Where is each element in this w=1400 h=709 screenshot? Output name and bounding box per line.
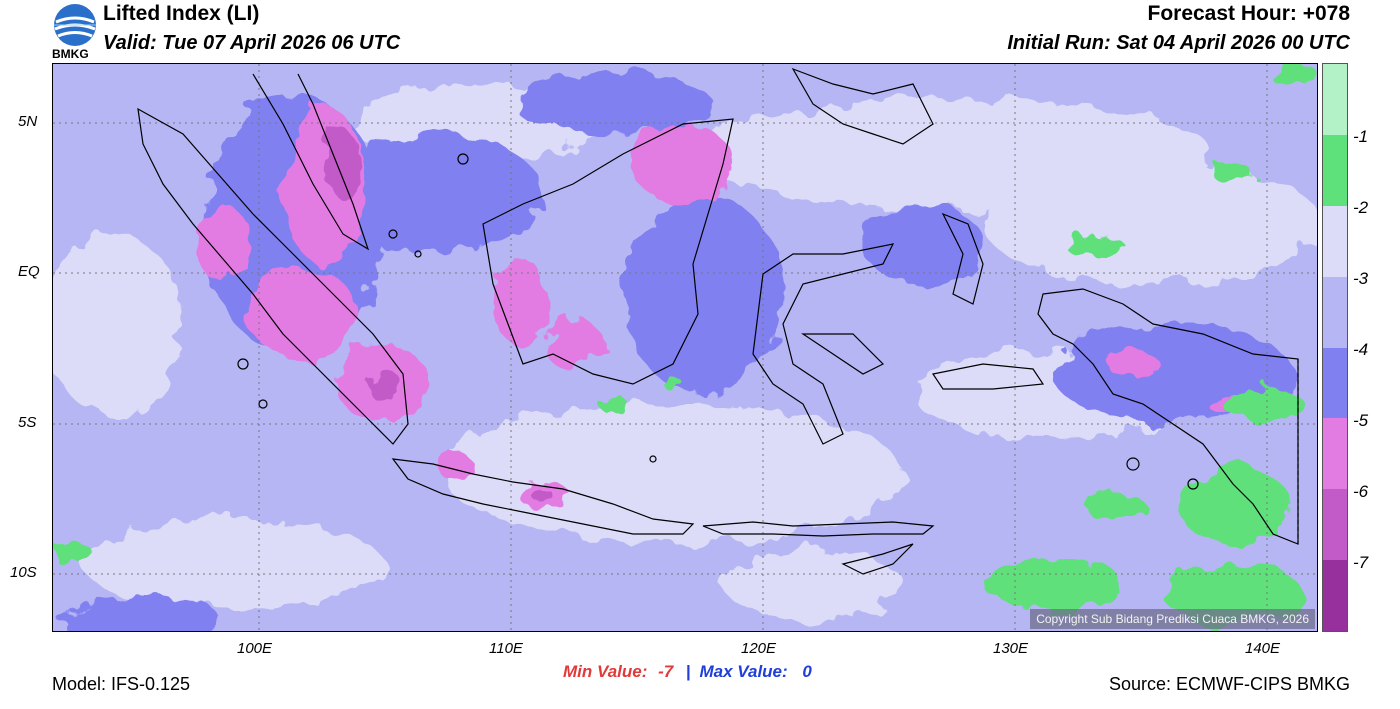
valid-time: Valid: Tue 07 April 2026 06 UTC <box>103 32 401 54</box>
model-label: Model: IFS-0.125 <box>52 674 191 694</box>
borneo-coast <box>482 118 734 385</box>
lat-tick-eq: EQ <box>18 263 40 280</box>
bmkg-logo: BMKG <box>52 2 98 61</box>
colorbar-label: -7 <box>1353 553 1369 572</box>
max-label: Max Value: <box>699 662 788 681</box>
colorbar-bin-1 <box>1323 134 1347 206</box>
min-label: Min Value: <box>563 662 648 681</box>
bmkg-logo-icon <box>54 4 96 46</box>
new-guinea-coast <box>1037 288 1299 545</box>
colorbar-bin-5 <box>1323 418 1347 490</box>
colorbar-bin-2 <box>1323 205 1347 277</box>
sulawesi-coast <box>752 243 895 445</box>
colorbar-bin-4 <box>1323 347 1347 419</box>
logo-text: BMKG <box>52 47 89 61</box>
colorbar-bin-0 <box>1323 64 1347 135</box>
colorbar-label: -2 <box>1353 198 1369 217</box>
max-value: 0 <box>802 662 812 681</box>
colorbar-label: -1 <box>1353 127 1369 146</box>
copyright-notice: Copyright Sub Bidang Prediksi Cuaca BMKG… <box>1030 609 1315 629</box>
lat-tick-5n: 5N <box>18 113 38 130</box>
forecast-hour: Forecast Hour: +078 <box>1147 2 1351 25</box>
lon-tick-120e: 120E <box>741 640 777 657</box>
colorbar-bin-7 <box>1323 560 1347 631</box>
sulawesi-east-arm <box>801 333 885 375</box>
lat-tick-10s: 10S <box>10 564 37 581</box>
min-value: -7 <box>658 662 674 681</box>
lifted-index-field <box>53 64 1317 631</box>
sumatra-coast <box>137 107 409 445</box>
colorbar-bin-6 <box>1323 489 1347 561</box>
lon-tick-100e: 100E <box>237 640 273 657</box>
colorbar-label: -3 <box>1353 269 1369 288</box>
map-title: Lifted Index (LI) <box>103 2 260 25</box>
min-max-line: Min Value: -7 | Max Value: 0 <box>563 662 812 682</box>
graticule <box>53 64 1317 631</box>
colorbar <box>1322 63 1348 632</box>
lon-tick-110e: 110E <box>489 640 523 657</box>
colorbar-label: -6 <box>1353 482 1369 501</box>
lon-tick-130e: 130E <box>993 640 1029 657</box>
timor-coast <box>841 543 914 575</box>
colorbar-label: -5 <box>1353 411 1369 430</box>
colorbar-bin-3 <box>1323 276 1347 348</box>
seram-coast <box>932 363 1045 390</box>
lesser-sunda-coast <box>702 521 935 537</box>
stats-separator: | <box>685 662 691 681</box>
initial-run: Initial Run: Sat 04 April 2026 00 UTC <box>1007 32 1350 54</box>
lon-tick-140e: 140E <box>1245 640 1281 657</box>
java-coast <box>391 458 695 535</box>
coastlines <box>137 67 1299 575</box>
mindanao-coast <box>791 67 934 145</box>
colorbar-label: -4 <box>1353 340 1369 359</box>
lat-tick-5s: 5S <box>18 414 37 431</box>
malay-peninsula-coast <box>252 73 370 251</box>
map-panel: Copyright Sub Bidang Prediksi Cuaca BMKG… <box>52 63 1318 632</box>
field-shading <box>53 64 1317 631</box>
halmahera-coast <box>941 212 984 305</box>
source-label: Source: ECMWF-CIPS BMKG <box>1108 674 1350 694</box>
